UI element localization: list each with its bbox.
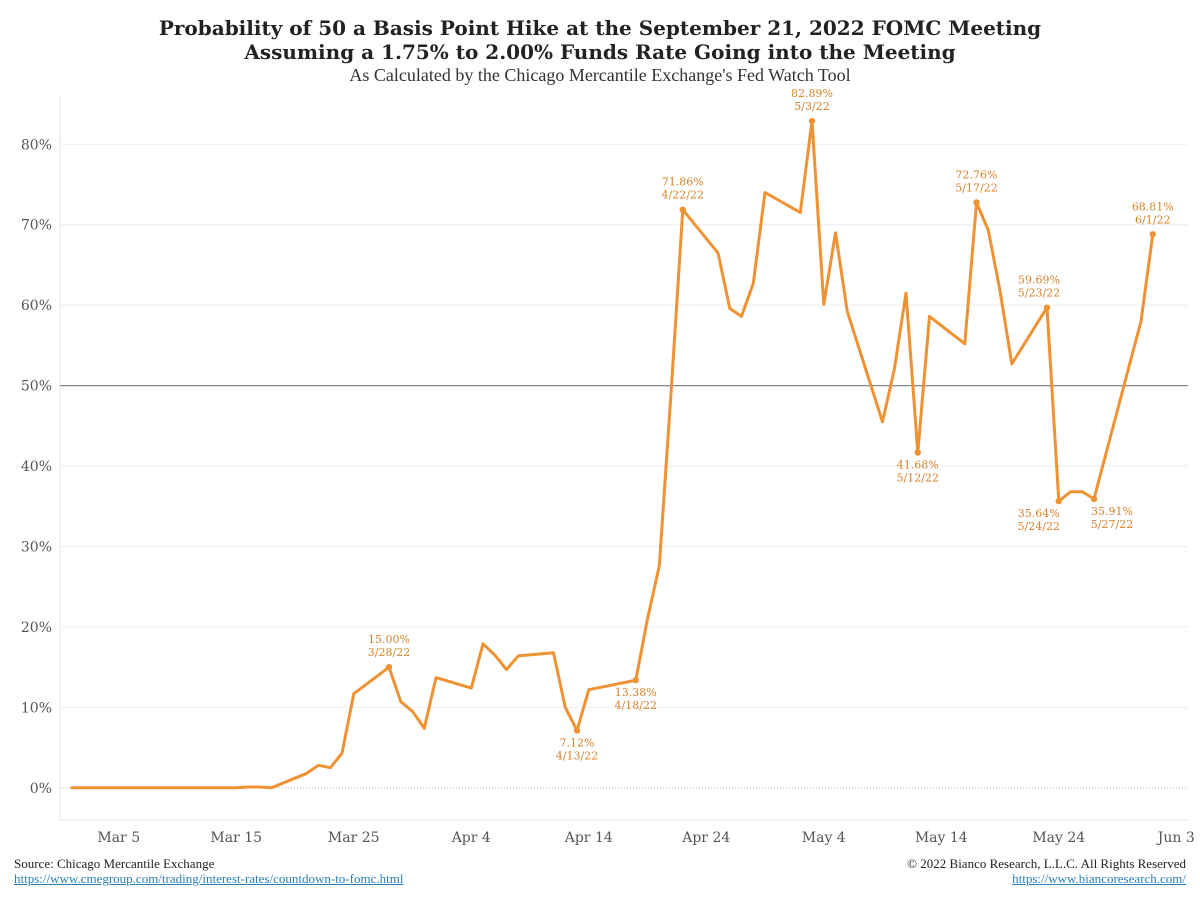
- y-tick-label: 40%: [21, 459, 52, 475]
- annotated-point-marker: [808, 117, 816, 125]
- x-tick-label: Mar 5: [97, 830, 140, 846]
- annotated-point-marker: [385, 663, 393, 671]
- y-tick-label: 10%: [21, 700, 52, 716]
- annotation-date-label: 6/1/22: [1135, 213, 1170, 226]
- annotation-value-label: 82.89%: [791, 87, 833, 100]
- annotation-date-label: 5/24/22: [1018, 520, 1060, 533]
- x-tick-label: Jun 3: [1156, 830, 1195, 846]
- chart-caption: As Calculated by the Chicago Mercantile …: [349, 65, 851, 85]
- annotated-point-marker: [1149, 231, 1156, 238]
- annotation-value-label: 59.69%: [1018, 274, 1060, 287]
- x-tick-label: Mar 15: [210, 830, 262, 846]
- annotation-value-label: 7.12%: [560, 737, 595, 750]
- site-link[interactable]: https://www.biancoresearch.com/: [1012, 871, 1186, 886]
- y-tick-label: 70%: [21, 218, 52, 234]
- annotation-date-label: 4/22/22: [662, 189, 704, 202]
- annotation-date-label: 4/18/22: [615, 699, 657, 712]
- annotation-value-label: 13.38%: [615, 686, 657, 699]
- y-tick-label: 50%: [21, 379, 52, 395]
- annotation-value-label: 71.86%: [662, 176, 704, 189]
- annotated-point-marker: [914, 449, 921, 456]
- annotation-date-label: 5/27/22: [1091, 518, 1133, 531]
- copyright-text: © 2022 Bianco Research, L.L.C. All Right…: [907, 856, 1186, 871]
- y-tick-label: 20%: [21, 620, 52, 636]
- annotated-point-marker: [632, 676, 639, 684]
- source-note: Source: Chicago Mercantile Exchange http…: [14, 856, 403, 886]
- annotation-value-label: 15.00%: [368, 633, 410, 646]
- annotated-point-marker: [973, 199, 980, 206]
- axis-layer: 0% 10% 20% 30% 40% 50% 60% 70% 80% Mar 5 Mar 15 Mar…: [21, 137, 1195, 846]
- annotation-date-label: 3/28/22: [368, 646, 410, 659]
- annotated-point-marker: [1090, 495, 1098, 503]
- x-tick-label: May 4: [802, 830, 846, 846]
- annotated-point-marker: [573, 727, 581, 734]
- y-tick-label: 30%: [21, 539, 52, 555]
- annotation-layer: 15.00%3/28/22 7.12%4/13/22 13.38%4/18/22 71…: [368, 87, 1174, 763]
- grid-layer: [59, 96, 1188, 821]
- x-tick-label: May 14: [915, 830, 968, 846]
- copyright-note: © 2022 Bianco Research, L.L.C. All Right…: [907, 856, 1186, 886]
- annotation-value-label: 35.64%: [1018, 507, 1060, 520]
- annotation-value-label: 41.68%: [897, 459, 939, 472]
- x-tick-label: Mar 25: [328, 830, 380, 846]
- annotation-date-label: 5/3/22: [794, 100, 829, 113]
- y-tick-label: 60%: [21, 298, 52, 314]
- x-tick-label: Apr 14: [564, 830, 613, 846]
- source-text: Source: Chicago Mercantile Exchange: [14, 856, 215, 871]
- annotation-date-label: 5/23/22: [1018, 287, 1060, 300]
- annotated-point-marker: [1055, 497, 1062, 505]
- x-tick-label: May 24: [1032, 830, 1085, 846]
- annotation-date-label: 5/17/22: [955, 182, 997, 195]
- annotated-point-marker: [1043, 304, 1051, 311]
- annotation-date-label: 4/13/22: [556, 750, 598, 763]
- chart-title: Probability of 50 a Basis Point Hike at …: [158, 16, 1042, 40]
- annotation-value-label: 35.91%: [1091, 505, 1133, 518]
- annotation-value-label: 68.81%: [1132, 200, 1174, 213]
- annotation-value-label: 72.76%: [956, 169, 998, 182]
- series-layer: [70, 119, 1155, 790]
- x-tick-label: Apr 24: [681, 830, 730, 846]
- x-tick-label: Apr 4: [451, 830, 491, 846]
- chart-subtitle: Assuming a 1.75% to 2.00% Funds Rate Goi…: [244, 40, 956, 64]
- y-tick-label: 0%: [30, 781, 52, 797]
- source-link[interactable]: https://www.cmegroup.com/trading/interes…: [14, 871, 404, 886]
- y-tick-label: 80%: [21, 137, 52, 153]
- annotation-date-label: 5/12/22: [897, 472, 939, 485]
- annotated-point-marker: [679, 206, 686, 213]
- chart-title-block: Probability of 50 a Basis Point Hike at …: [0, 16, 1200, 86]
- probability-series-line: [70, 119, 1155, 790]
